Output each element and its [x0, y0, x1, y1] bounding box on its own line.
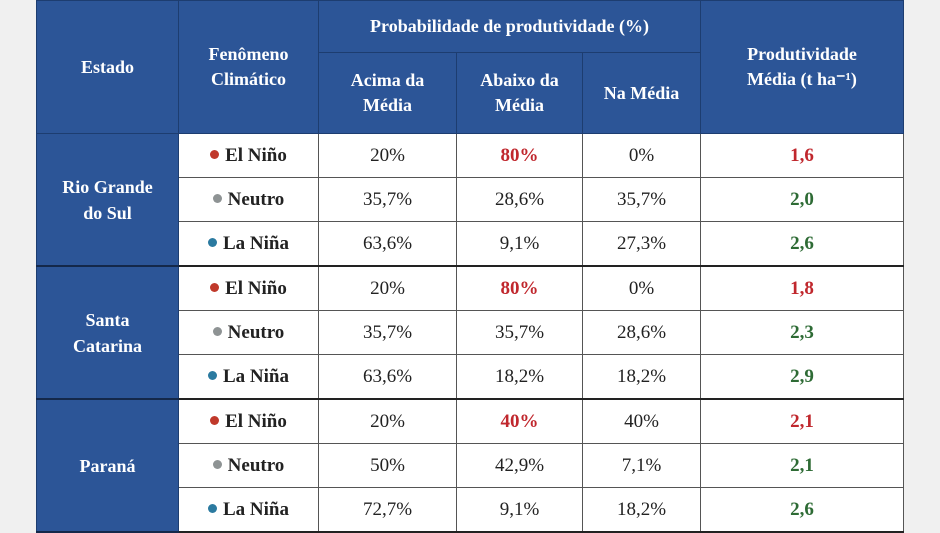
header-acima: Acima da Média [318, 52, 457, 134]
na-media-cell: 18,2% [582, 487, 701, 533]
abaixo-cell: 28,6% [456, 177, 583, 222]
acima-cell: 63,6% [318, 221, 457, 267]
gray-dot-icon [212, 193, 222, 203]
produtividade-cell: 2,6 [700, 221, 904, 267]
header-fenomeno: Fenômeno Climático [178, 0, 319, 134]
abaixo-cell: 9,1% [456, 221, 583, 267]
acima-cell: 20% [318, 398, 457, 444]
table-row: Rio Grande do Sul El Niño 20% 80% 0% 1,6 [36, 133, 904, 267]
header-produtividade: Produtividade Média (t ha⁻¹) [700, 0, 904, 134]
abaixo-cell: 42,9% [456, 443, 583, 488]
gray-dot-icon [212, 459, 222, 469]
state-name: Paraná [36, 398, 179, 533]
produtividade-cell: 2,1 [700, 443, 904, 488]
na-media-cell: 28,6% [582, 310, 701, 355]
produtividade-cell: 1,8 [700, 265, 904, 311]
phenomenon-label: El Niño [225, 277, 287, 299]
header-abaixo: Abaixo da Média [456, 52, 583, 134]
produtividade-cell: 2,9 [700, 354, 904, 400]
blue-dot-icon [208, 370, 217, 380]
na-media-cell: 0% [582, 133, 701, 178]
produtividade-cell: 1,6 [700, 133, 904, 178]
table-row: Neutro 35,7% 28,6% 35,7% 2,0 [37, 177, 904, 222]
acima-cell: 35,7% [318, 310, 457, 355]
phenomenon-label: Neutro [227, 321, 285, 343]
phenomenon-cell: Neutro [178, 443, 319, 488]
productivity-table: Estado Fenômeno Climático Probabilidade … [36, 0, 904, 533]
red-dot-icon [210, 149, 220, 159]
acima-cell: 20% [318, 133, 457, 178]
state-name: Rio Grande do Sul [36, 133, 179, 267]
acima-cell: 50% [318, 443, 457, 488]
phenomenon-label: Neutro [227, 454, 285, 476]
acima-cell: 35,7% [318, 177, 457, 222]
table-row: Paraná El Niño 20% 40% 40% 2,1 [36, 398, 904, 533]
phenomenon-label: El Niño [225, 410, 287, 432]
phenomenon-cell: El Niño [178, 398, 319, 444]
header-probabilidade: Probabilidade de produtividade (%) [318, 0, 701, 53]
phenomenon-cell: El Niño [178, 133, 319, 178]
phenomenon-cell: Neutro [178, 177, 319, 222]
abaixo-cell: 9,1% [456, 487, 583, 533]
gray-dot-icon [212, 326, 222, 336]
table-row: La Niña 63,6% 9,1% 27,3% 2,6 [37, 221, 904, 267]
abaixo-cell: 80% [456, 265, 583, 311]
phenomenon-label: El Niño [225, 144, 287, 166]
abaixo-cell: 40% [456, 398, 583, 444]
phenomenon-label: Neutro [227, 188, 285, 210]
blue-dot-icon [208, 503, 217, 513]
phenomenon-cell: La Niña [178, 487, 319, 533]
phenomenon-label: La Niña [223, 365, 289, 387]
acima-cell: 63,6% [318, 354, 457, 400]
table-row: Neutro 35,7% 35,7% 28,6% 2,3 [37, 310, 904, 355]
red-dot-icon [210, 282, 220, 292]
phenomenon-cell: La Niña [178, 221, 319, 267]
na-media-cell: 7,1% [582, 443, 701, 488]
table-row: Santa Catarina El Niño 20% 80% 0% 1,8 [36, 265, 904, 400]
na-media-cell: 18,2% [582, 354, 701, 400]
abaixo-cell: 18,2% [456, 354, 583, 400]
produtividade-cell: 2,0 [700, 177, 904, 222]
phenomenon-label: La Niña [223, 232, 289, 254]
phenomenon-cell: Neutro [178, 310, 319, 355]
red-dot-icon [210, 415, 220, 425]
abaixo-cell: 80% [456, 133, 583, 178]
produtividade-cell: 2,6 [700, 487, 904, 533]
na-media-cell: 40% [582, 398, 701, 444]
table-row: La Niña 72,7% 9,1% 18,2% 2,6 [37, 487, 904, 533]
produtividade-cell: 2,1 [700, 398, 904, 444]
state-name: Santa Catarina [36, 265, 179, 400]
na-media-cell: 0% [582, 265, 701, 311]
acima-cell: 20% [318, 265, 457, 311]
na-media-cell: 35,7% [582, 177, 701, 222]
phenomenon-cell: El Niño [178, 265, 319, 311]
phenomenon-cell: La Niña [178, 354, 319, 400]
header-estado: Estado [36, 0, 179, 134]
produtividade-cell: 2,3 [700, 310, 904, 355]
table-row: La Niña 63,6% 18,2% 18,2% 2,9 [37, 354, 904, 400]
acima-cell: 72,7% [318, 487, 457, 533]
phenomenon-label: La Niña [223, 498, 289, 520]
header-na-media: Na Média [582, 52, 701, 134]
table-row: Neutro 50% 42,9% 7,1% 2,1 [37, 443, 904, 488]
blue-dot-icon [208, 237, 217, 247]
abaixo-cell: 35,7% [456, 310, 583, 355]
na-media-cell: 27,3% [582, 221, 701, 267]
